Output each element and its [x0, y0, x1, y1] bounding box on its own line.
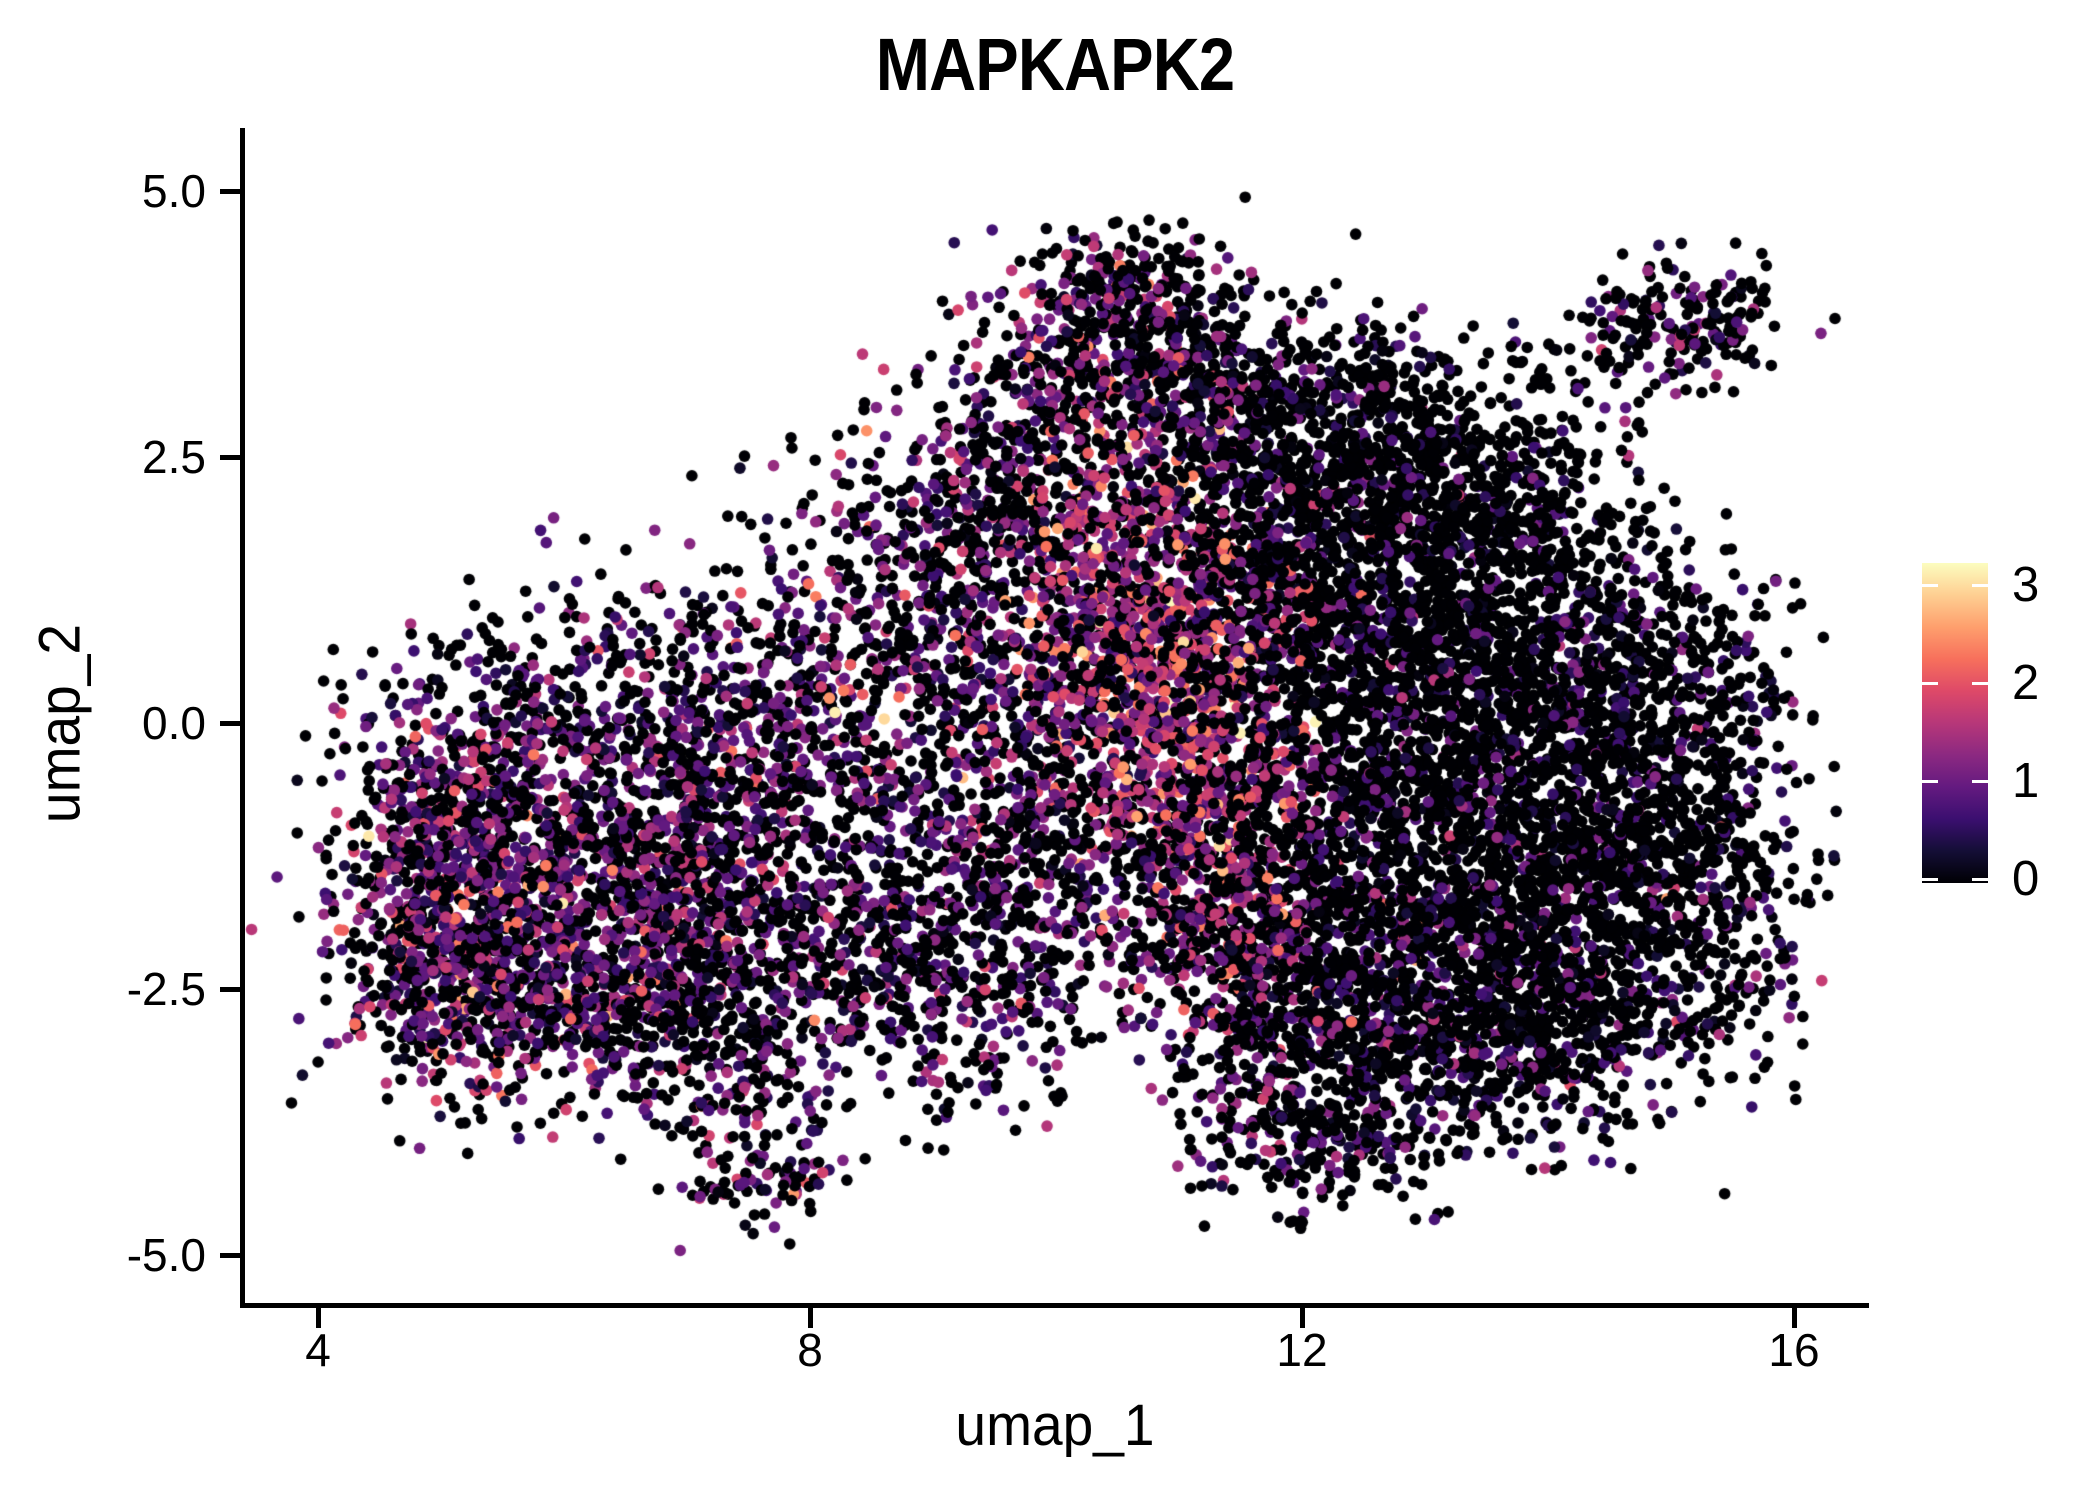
x-tick-mark: [808, 1307, 813, 1328]
y-tick-mark: [220, 987, 241, 992]
colorbar-tick-label: 0: [2012, 852, 2040, 906]
x-tick-label: 16: [1768, 1324, 1820, 1376]
y-tick-mark: [220, 455, 241, 460]
colorbar-tick-mark: [1922, 779, 1938, 783]
colorbar-tick-label: 2: [2012, 655, 2040, 710]
colorbar-tick-label: 1: [2012, 753, 2040, 808]
y-axis-title: umap_2: [27, 623, 93, 824]
y-tick-label: -2.5: [126, 963, 206, 1015]
y-tick-label: -5.0: [126, 1229, 206, 1281]
colorbar-tick-label: 3: [2012, 557, 2040, 612]
colorbar-tick-mark: [1922, 878, 1938, 881]
y-tick-label: 2.5: [142, 431, 206, 483]
x-tick-label: 12: [1276, 1324, 1328, 1376]
colorbar-gradient: [1922, 563, 1988, 883]
colorbar-tick-mark: [1972, 583, 1988, 587]
colorbar-tick-mark: [1922, 583, 1938, 587]
x-axis-line: [240, 1303, 1869, 1308]
plot-title: MAPKAPK2: [875, 23, 1235, 106]
colorbar-tick-mark: [1922, 681, 1938, 685]
colorbar-tick-mark: [1972, 681, 1988, 685]
x-tick-label: 4: [305, 1324, 331, 1376]
x-axis-title: umap_1: [955, 1393, 1155, 1458]
y-tick-mark: [220, 189, 241, 194]
y-tick-mark: [220, 1253, 241, 1258]
colorbar-tick-mark: [1972, 779, 1988, 783]
y-tick-label: 5.0: [142, 165, 206, 217]
x-tick-mark: [1792, 1307, 1797, 1328]
x-tick-mark: [1300, 1307, 1305, 1328]
y-axis-line: [240, 128, 245, 1308]
y-tick-label: 0.0: [142, 697, 206, 749]
y-tick-mark: [220, 721, 241, 726]
x-tick-mark: [316, 1307, 321, 1328]
colorbar-tick-mark: [1972, 878, 1988, 881]
x-tick-label: 8: [797, 1324, 823, 1376]
